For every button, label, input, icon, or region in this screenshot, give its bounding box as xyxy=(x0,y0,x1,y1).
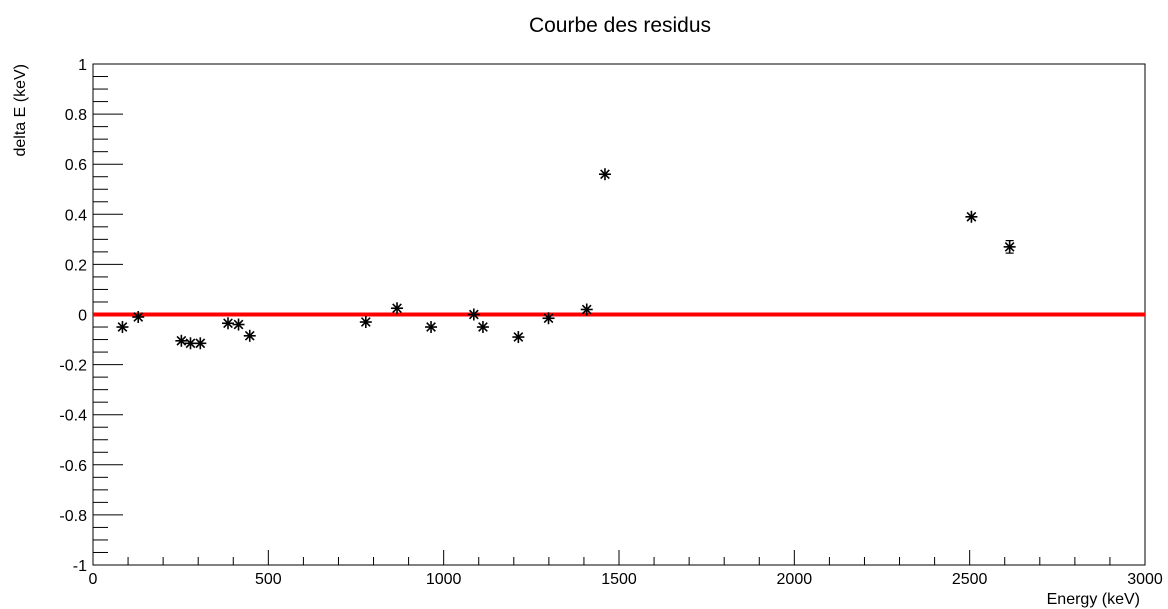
data-point xyxy=(425,321,438,334)
y-tick-label: 0 xyxy=(78,308,87,325)
data-point xyxy=(359,316,372,329)
data-point xyxy=(512,331,525,344)
x-axis-label: Energy (keV) xyxy=(1047,591,1140,608)
y-tick-label: -0.2 xyxy=(59,358,87,375)
data-point xyxy=(194,337,207,350)
data-point xyxy=(1003,240,1016,254)
y-tick-label: -0.4 xyxy=(59,408,87,425)
x-tick-label: 2500 xyxy=(952,571,988,588)
y-tick-label: -0.6 xyxy=(59,458,87,475)
data-point xyxy=(132,311,145,324)
data-point xyxy=(542,312,555,325)
y-tick-label: 1 xyxy=(78,57,87,74)
x-tick-label: 1000 xyxy=(426,571,462,588)
data-point xyxy=(476,321,489,334)
data-point xyxy=(391,302,404,315)
y-tick-label: 0.6 xyxy=(65,157,87,174)
y-tick-label: 0.4 xyxy=(65,207,87,224)
data-point xyxy=(598,168,611,181)
y-tick-label: 0.8 xyxy=(65,107,87,124)
data-point xyxy=(175,334,188,347)
data-point xyxy=(222,317,235,330)
x-tick-label: 0 xyxy=(89,571,98,588)
data-point xyxy=(116,321,129,334)
data-point xyxy=(580,303,593,316)
data-point xyxy=(965,210,978,223)
x-tick-label: 3000 xyxy=(1127,571,1163,588)
x-tick-label: 1500 xyxy=(601,571,637,588)
y-axis-label: delta E (keV) xyxy=(12,64,29,156)
x-tick-label: 500 xyxy=(255,571,282,588)
y-tick-label: -1 xyxy=(73,558,87,575)
data-point xyxy=(243,329,256,342)
data-point xyxy=(467,308,480,321)
y-tick-label: -0.8 xyxy=(59,508,87,525)
chart-title: Courbe des residus xyxy=(529,14,711,37)
y-tick-label: 0.2 xyxy=(65,257,87,274)
data-point xyxy=(232,318,245,331)
x-tick-label: 2000 xyxy=(777,571,813,588)
